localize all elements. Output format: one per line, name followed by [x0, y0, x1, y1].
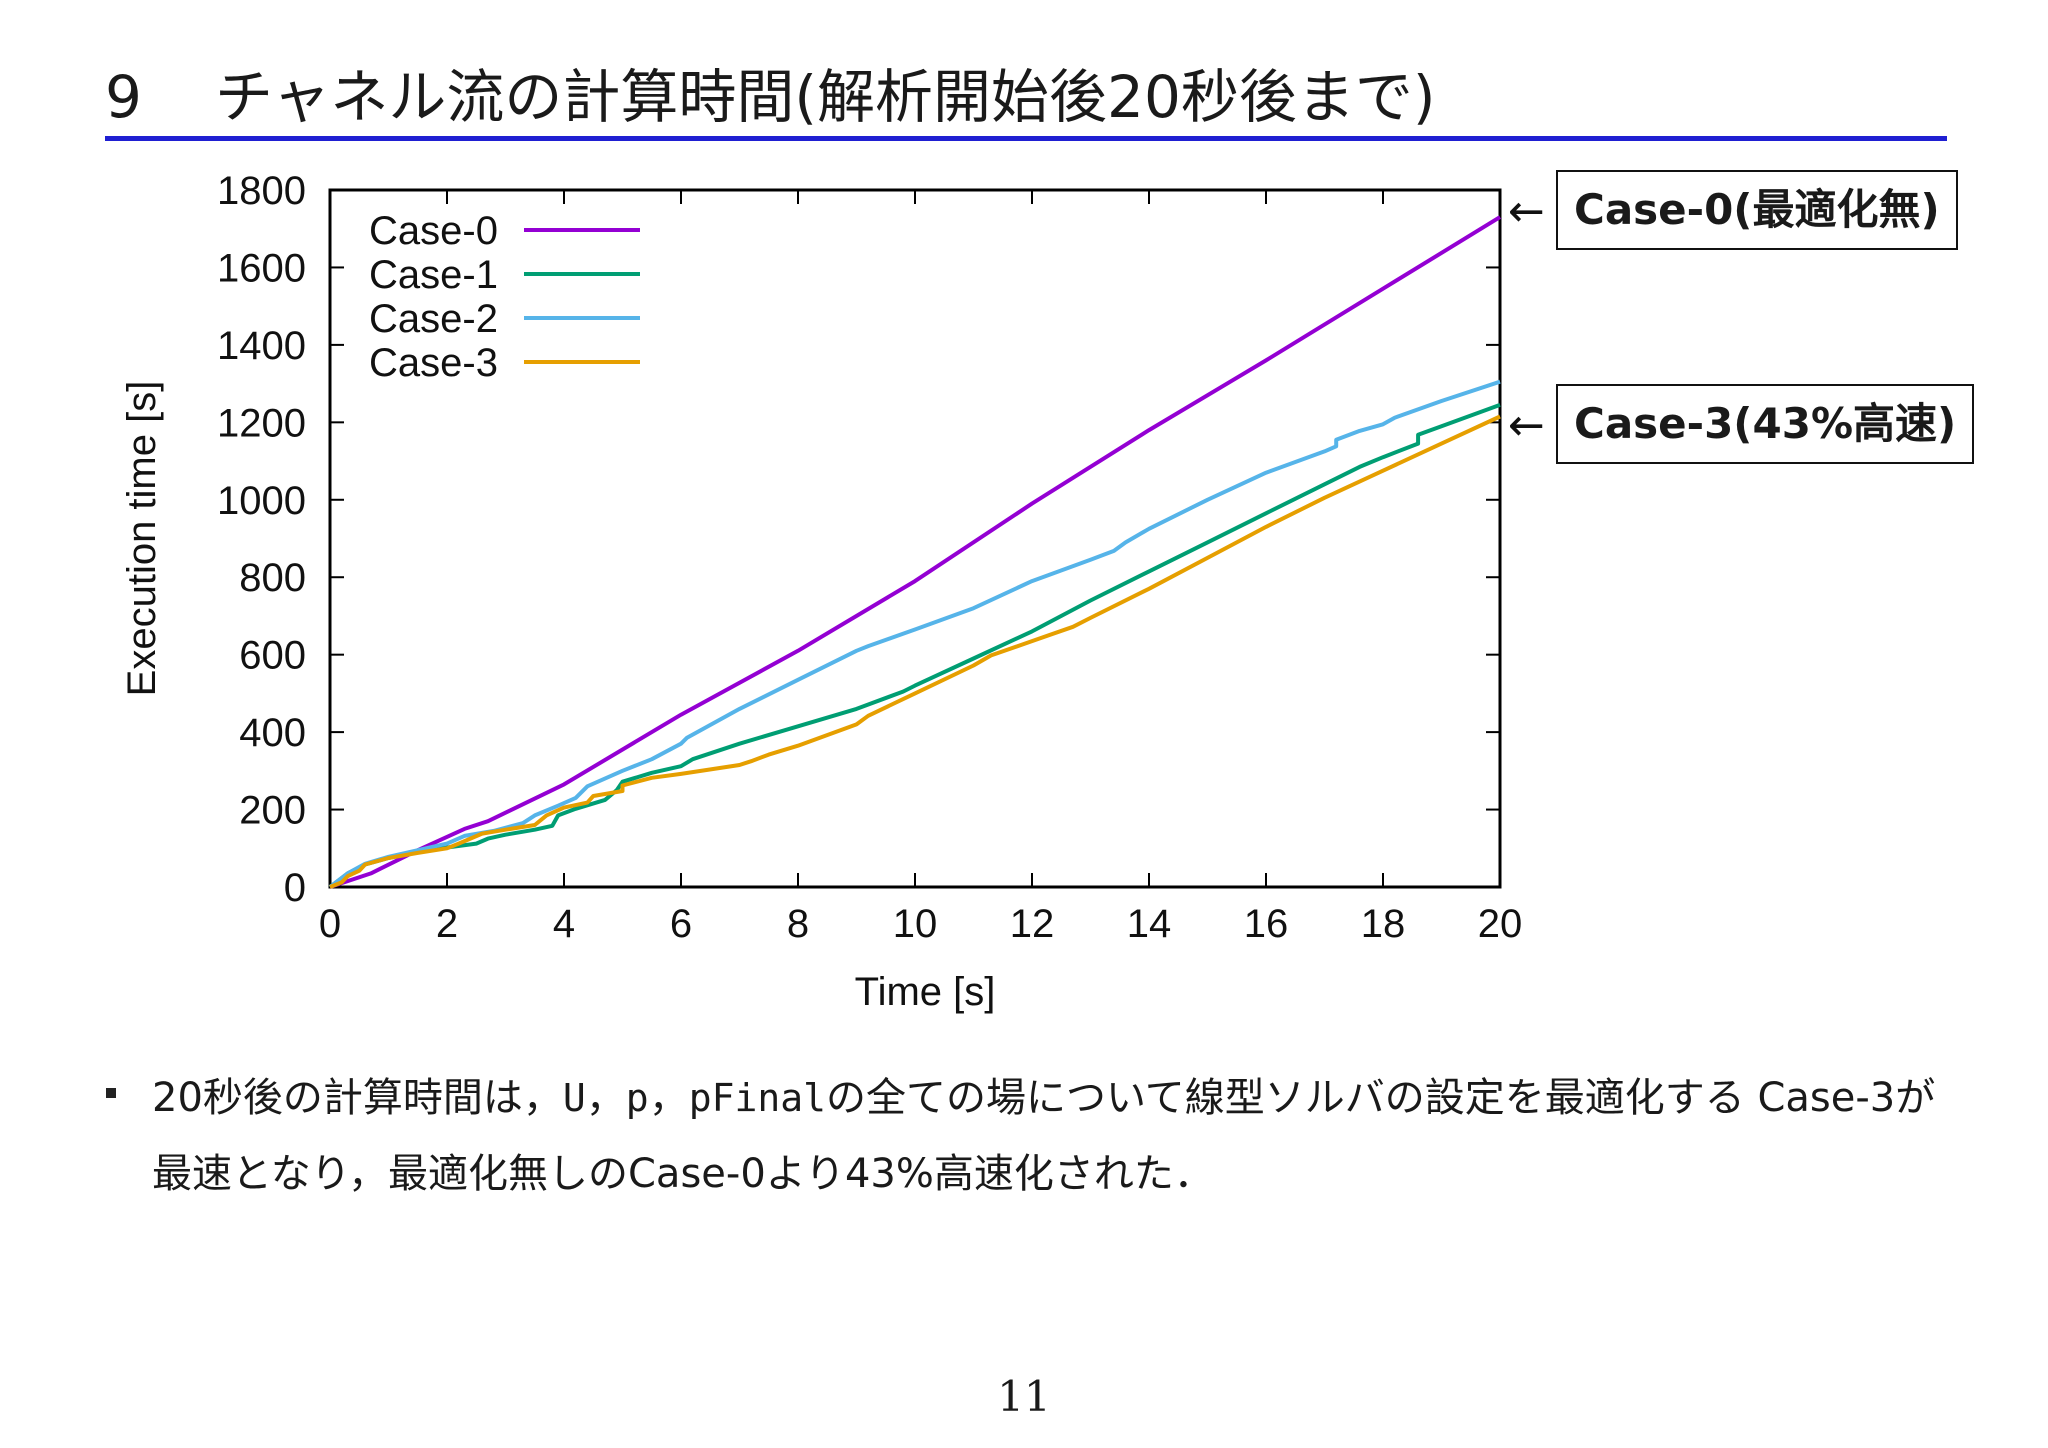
y-tick-label: 1400 [217, 324, 306, 368]
code-p: p [625, 1076, 649, 1120]
y-tick-label: 1600 [217, 246, 306, 290]
plot-frame [328, 188, 1502, 889]
bullet-sep1: ， [585, 1075, 626, 1121]
y-tick-label: 0 [284, 866, 306, 910]
y-tick-label: 1200 [217, 401, 306, 445]
section-number: 9 [105, 63, 142, 131]
x-tick-label: 4 [553, 902, 575, 946]
legend-label: Case-3 [369, 341, 498, 385]
callout-case3: Case-3(43%高速) [1556, 384, 1975, 464]
x-tick-label: 6 [670, 902, 692, 946]
slide-title: 9 チャネル流の計算時間(解析開始後20秒後まで) [105, 52, 1435, 142]
x-tick-label: 18 [1361, 902, 1406, 946]
series-line-case-1 [328, 403, 1501, 889]
x-tick-label: 12 [1010, 902, 1055, 946]
x-axis-label: Time [s] [855, 970, 996, 1014]
legend-label: Case-1 [369, 253, 498, 297]
y-tick-label: 200 [239, 789, 306, 833]
x-tick-label: 10 [893, 902, 938, 946]
bullet-text: 20秒後の計算時間は，U，p，pFinalの全ての場について線型ソルバの設定を最… [152, 1060, 1972, 1212]
x-tick-label: 0 [319, 902, 341, 946]
x-tick-label: 16 [1244, 902, 1289, 946]
x-tick-label: 2 [436, 902, 458, 946]
legend-label: Case-0 [369, 209, 498, 253]
execution-time-chart: 0 2 4 6 8 10 12 14 16 18 2002004006008001000120014… [120, 169, 1523, 1014]
title-text: チャネル流の計算時間(解析開始後20秒後まで) [215, 63, 1436, 131]
page-number: 11 [997, 1372, 1051, 1421]
callout-case0: Case-0(最適化無) [1556, 170, 1958, 250]
code-u: U [562, 1076, 586, 1120]
series-line-case-0 [329, 215, 1502, 889]
y-axis-label: Execution time [s] [120, 381, 164, 697]
x-tick-label: 14 [1127, 902, 1172, 946]
x-tick-label: 20 [1478, 902, 1523, 946]
x-tick-label: 8 [787, 902, 809, 946]
series-line-case-2 [328, 379, 1501, 889]
y-tick-label: 600 [239, 634, 306, 678]
bullet-part2: の全ての場について線型ソルバの設定を最適化する Case-3が最速となり，最適化… [152, 1075, 1936, 1197]
bullet-sep2: ， [648, 1075, 689, 1121]
series-line-case-3 [329, 414, 1501, 889]
y-tick-label: 800 [239, 556, 306, 600]
legend-label: Case-2 [369, 297, 498, 341]
code-pfinal: pFinal [688, 1076, 826, 1120]
title-rule [105, 136, 1947, 141]
y-tick-label: 400 [239, 711, 306, 755]
y-tick-label: 1800 [217, 169, 306, 213]
bullet-part1: 20秒後の計算時間は， [152, 1075, 563, 1121]
callout-arrow-case3: ← [1508, 400, 1545, 451]
callout-arrow-case0: ← [1508, 186, 1545, 237]
y-tick-label: 1000 [217, 479, 306, 523]
bullet-marker [106, 1088, 116, 1098]
